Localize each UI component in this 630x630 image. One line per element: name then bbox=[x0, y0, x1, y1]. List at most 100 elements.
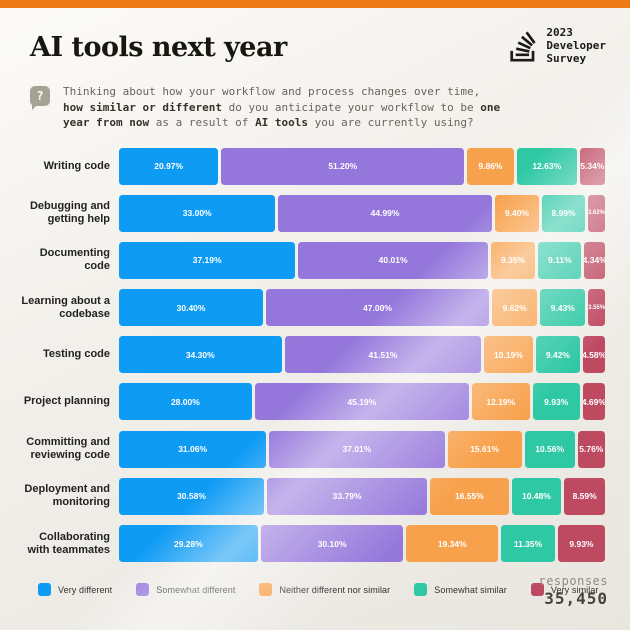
row-label: Committing and reviewing code bbox=[26, 436, 110, 462]
bar-segment: 4.58% bbox=[583, 336, 605, 374]
chart-row: Collaborating with teammates 29.28% 30.10%… bbox=[18, 525, 605, 562]
bar-segment: 9.93% bbox=[557, 525, 605, 562]
legend-label: Somewhat similar bbox=[434, 584, 507, 595]
bar-stack: 30.58% 33.79% 16.55% 10.48% 8.59% bbox=[119, 477, 606, 515]
bar-stack: 29.28% 30.10% 19.34% 11.35% 9.93% bbox=[119, 525, 605, 562]
legend-swatch bbox=[530, 583, 544, 596]
question-text: Thinking about how your workflow and pro… bbox=[63, 84, 500, 131]
bar-stack: 33.00% 44.99% 9.40% 8.99% 3.62% bbox=[119, 194, 605, 232]
row-label: Project planning bbox=[23, 395, 110, 408]
legend-item: Very different bbox=[38, 583, 112, 596]
bar-segment: 30.10% bbox=[260, 525, 404, 562]
stackoverflow-logo: 2023 Developer Survey bbox=[508, 26, 606, 65]
row-label: Writing code bbox=[43, 159, 110, 172]
question-block: ? Thinking about how your workflow and p… bbox=[30, 84, 600, 131]
question-segment: as a result of bbox=[149, 116, 256, 129]
bar-segment: 3.62% bbox=[587, 194, 605, 232]
bar-segment: 15.61% bbox=[447, 430, 522, 468]
bar-segment: 9.40% bbox=[494, 194, 540, 232]
legend-label: Very different bbox=[58, 584, 113, 595]
bar-segment: 19.34% bbox=[406, 525, 499, 562]
bar-segment: 37.19% bbox=[119, 241, 296, 279]
bar-segment: 4.69% bbox=[582, 383, 605, 421]
bar-segment: 8.59% bbox=[564, 477, 606, 515]
bar-segment: 33.79% bbox=[266, 477, 428, 515]
bar-segment: 29.28% bbox=[119, 525, 258, 562]
responses-block: responses 35,450 bbox=[538, 574, 608, 608]
row-label: Documenting code bbox=[39, 247, 110, 273]
bar-stack: 34.30% 41.51% 10.19% 9.42% 4.58% bbox=[119, 336, 605, 374]
bar-segment: 30.40% bbox=[119, 289, 264, 327]
stackoverflow-icon bbox=[510, 31, 537, 62]
bar-stack: 30.40% 47.00% 9.62% 9.43% 3.55% bbox=[119, 289, 605, 327]
bar-segment: 3.55% bbox=[588, 289, 605, 327]
chart-row: Debugging and getting help 33.00% 44.99% 9.… bbox=[18, 194, 605, 232]
question-segment: do you anticipate your workflow to be bbox=[221, 100, 481, 114]
bar-segment: 10.19% bbox=[484, 336, 533, 374]
bar-segment: 8.99% bbox=[542, 194, 585, 232]
legend-label: Very similar bbox=[550, 584, 599, 595]
bar-segment: 12.63% bbox=[516, 147, 577, 185]
bar-segment: 16.55% bbox=[430, 477, 509, 515]
bar-segment: 28.00% bbox=[119, 383, 252, 421]
chart-row: Writing code 20.97% 51.20% 9.86% 12.63% 5.34% bbox=[18, 147, 605, 185]
bar-segment: 45.19% bbox=[254, 383, 469, 421]
row-label: Debugging and getting help bbox=[29, 200, 110, 226]
chart: Writing code 20.97% 51.20% 9.86% 12.63% 5.34%… bbox=[0, 147, 630, 562]
chart-row: Committing and reviewing code 31.06% 37.01… bbox=[18, 430, 605, 468]
bar-segment: 31.06% bbox=[119, 430, 267, 468]
bar-segment: 10.56% bbox=[524, 430, 575, 468]
legend-item: Somewhat similar bbox=[414, 583, 507, 596]
bar-stack: 37.19%40.01%9.35%9.11%4.34% bbox=[119, 241, 605, 279]
question-segment: year from now bbox=[63, 116, 150, 129]
bar-stack: 20.97% 51.20% 9.86% 12.63% 5.34% bbox=[119, 147, 605, 185]
bar-segment: 51.20% bbox=[221, 147, 465, 185]
chart-row: Project planning 28.00% 45.19% 12.19% 9.93% 4… bbox=[18, 383, 605, 421]
legend-item: Very similar bbox=[530, 583, 599, 596]
bar-stack: 31.06% 37.01% 15.61% 10.56% 5.76% bbox=[119, 430, 605, 468]
responses-count: 35,450 bbox=[544, 589, 608, 608]
logo-text: 2023 Developer Survey bbox=[546, 26, 606, 65]
legend-swatch bbox=[414, 583, 428, 596]
legend-item: Neither different nor similar bbox=[259, 583, 390, 596]
bar-segment: 33.00% bbox=[119, 194, 276, 232]
bar-segment: 9.43% bbox=[540, 289, 586, 327]
bar-segment: 41.51% bbox=[284, 336, 482, 374]
legend-label: Somewhat different bbox=[156, 584, 236, 595]
bar-segment: 34.30% bbox=[119, 336, 282, 374]
question-segment: one bbox=[480, 100, 501, 114]
bar-stack: 28.00% 45.19% 12.19% 9.93% 4.69% bbox=[119, 383, 605, 421]
bar-segment: 5.34% bbox=[579, 147, 605, 185]
legend-item: Somewhat different bbox=[136, 583, 235, 596]
chart-row: Documenting code 37.19% 40.01% 9.35% 9.11% 4.… bbox=[18, 241, 605, 279]
chart-row: Testing code 34.30% 41.51% 10.19% 9.42% 4.58% bbox=[18, 336, 605, 374]
row-label: Collaborating with teammates bbox=[27, 530, 110, 556]
legend-swatch bbox=[38, 583, 51, 596]
bar-segment: 9.86% bbox=[467, 147, 514, 185]
legend-swatch bbox=[259, 583, 273, 596]
row-label: Testing code bbox=[42, 348, 110, 361]
bar-segment: 37.01% bbox=[269, 430, 445, 468]
bar-segment: 9.93% bbox=[532, 383, 580, 421]
chart-row: Learning about a codebase 30.40% 47.00% 9.6… bbox=[18, 289, 605, 327]
question-segment: how similar or different bbox=[63, 100, 222, 114]
bar-segment: 4.34% bbox=[584, 241, 605, 279]
bar-segment: 5.76% bbox=[577, 430, 605, 468]
bar-segment: 47.00% bbox=[266, 289, 489, 327]
page-title: AI tools next year bbox=[30, 32, 287, 63]
header: AI tools next year 2023 Developer Survey bbox=[0, 8, 630, 70]
bar-segment: 9.35% bbox=[490, 241, 536, 279]
question-segment: Thinking about how your workflow and pro… bbox=[63, 85, 481, 98]
row-label: Learning about a codebase bbox=[21, 294, 110, 320]
bar-segment: 9.42% bbox=[535, 336, 581, 374]
bar-segment: 9.11% bbox=[538, 241, 582, 279]
legend-label: Neither different nor similar bbox=[279, 584, 391, 595]
legend-swatch bbox=[136, 583, 150, 596]
legend: Very different Somewhat different Neither … bbox=[38, 583, 630, 596]
question-bubble-icon: ? bbox=[30, 86, 50, 110]
question-segment: AI tools bbox=[255, 116, 309, 129]
bar-segment: 40.01% bbox=[298, 241, 488, 279]
bar-segment: 12.19% bbox=[471, 383, 530, 421]
bar-segment: 30.58% bbox=[119, 477, 264, 515]
bar-segment: 20.97% bbox=[119, 147, 219, 185]
